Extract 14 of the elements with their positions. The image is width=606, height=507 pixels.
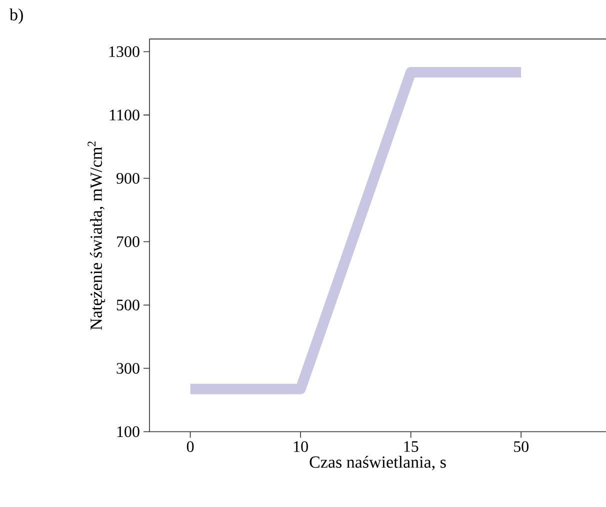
x-tick-label: 0 [186,441,194,452]
x-tick-label: 10 [294,441,308,452]
y-axis-title: Natężenie światła, mW/cm$^{2}$ [88,141,106,330]
y-tick-label: 1100 [110,110,140,120]
y-tick-label: 1300 [109,46,140,58]
y-tick-label: 500 [116,300,140,310]
x-tick-label: 50 [514,441,528,452]
text: b) [10,8,23,24]
y-tick-label: 100 [117,426,140,438]
x-tick-label: 15 [404,441,418,452]
y-tick-label: 900 [116,172,140,184]
y-tick-label: 700 [117,236,140,248]
x-axis-title: Czas naświetlania, s [310,456,446,470]
y-tick-label: 300 [116,362,140,374]
